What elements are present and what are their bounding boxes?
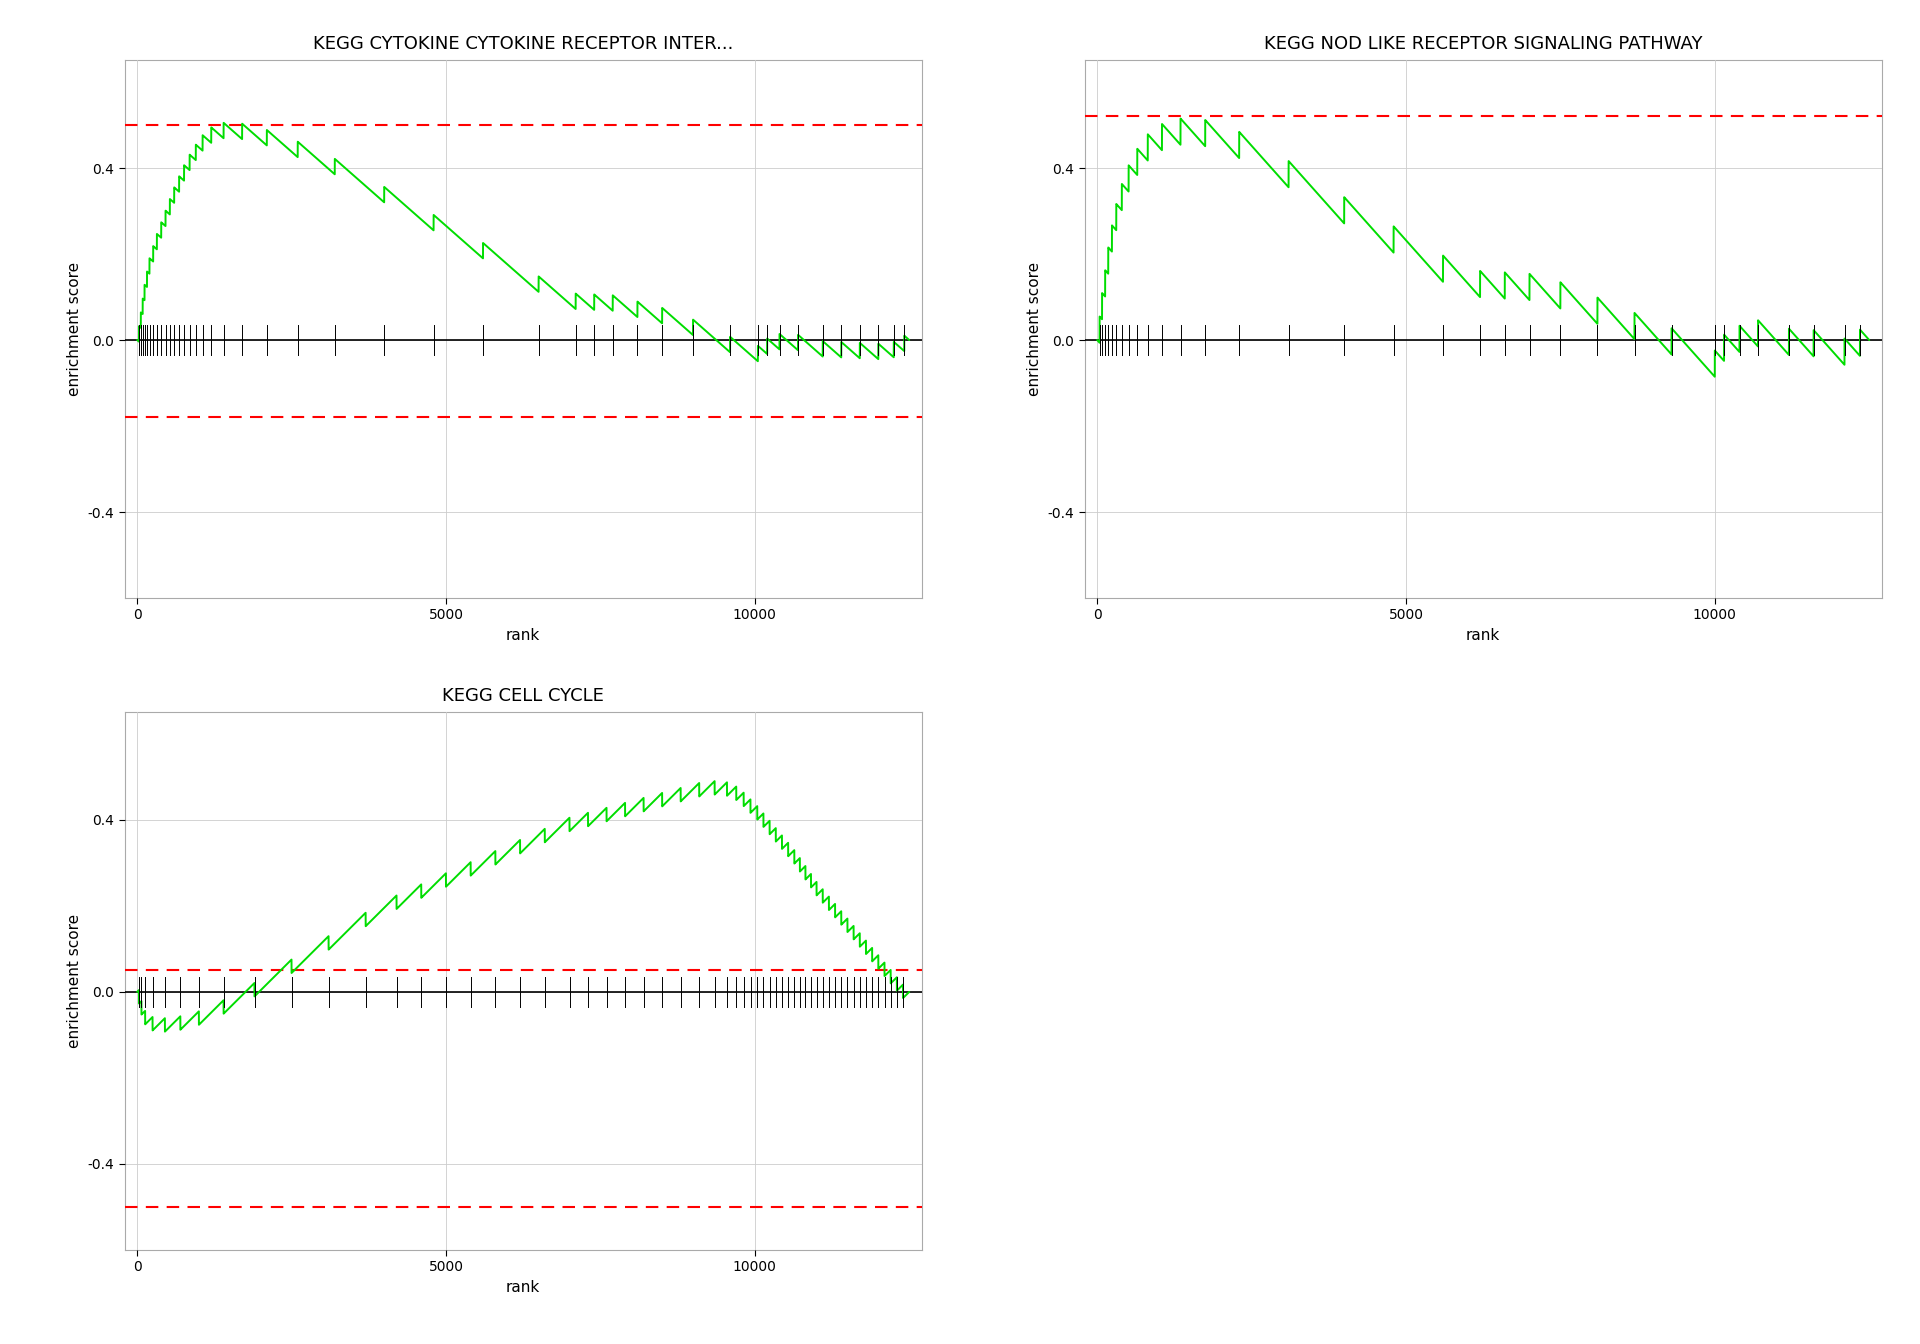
X-axis label: rank: rank: [507, 628, 540, 642]
X-axis label: rank: rank: [507, 1279, 540, 1294]
Title: KEGG CYTOKINE CYTOKINE RECEPTOR INTER...: KEGG CYTOKINE CYTOKINE RECEPTOR INTER...: [313, 35, 733, 54]
Y-axis label: enrichment score: enrichment score: [67, 262, 83, 396]
Title: KEGG NOD LIKE RECEPTOR SIGNALING PATHWAY: KEGG NOD LIKE RECEPTOR SIGNALING PATHWAY: [1263, 35, 1703, 54]
X-axis label: rank: rank: [1467, 628, 1500, 642]
Y-axis label: enrichment score: enrichment score: [67, 914, 83, 1048]
Y-axis label: enrichment score: enrichment score: [1027, 262, 1043, 396]
Title: KEGG CELL CYCLE: KEGG CELL CYCLE: [442, 687, 605, 706]
